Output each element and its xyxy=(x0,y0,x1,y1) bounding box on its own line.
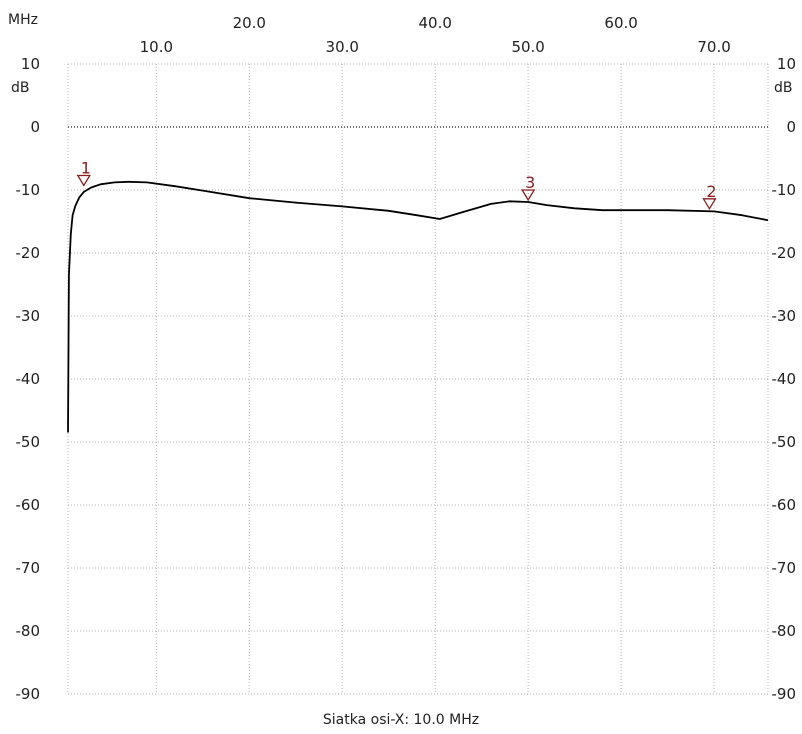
y-tick-label-right: 0 xyxy=(786,118,796,136)
x-unit-label: MHz xyxy=(8,12,38,28)
marker-3-label: 3 xyxy=(525,173,535,192)
y-tick-label-left: 10 xyxy=(21,55,40,73)
markers: 1 3 2 xyxy=(76,158,717,211)
x-tick-label-bottom-row: 10.0 xyxy=(140,38,173,56)
x-tick-label-top-row: 20.0 xyxy=(233,14,266,32)
y-tick-label-right: -20 xyxy=(772,244,797,262)
x-tick-label-bottom-row: 30.0 xyxy=(326,38,359,56)
y-tick-label-left: -40 xyxy=(16,370,41,388)
x-tick-label-bottom-row: 70.0 xyxy=(697,38,730,56)
x-tick-label-top-row: 60.0 xyxy=(604,14,637,32)
y-tick-label-right: -50 xyxy=(772,433,797,451)
y-tick-label-left: -10 xyxy=(16,181,41,199)
y-tick-label-right: -90 xyxy=(772,685,797,703)
y-unit-label-left: dB xyxy=(11,80,30,96)
y-tick-label-left: -30 xyxy=(16,307,41,325)
marker-1-label: 1 xyxy=(81,158,91,177)
y-tick-label-right: -80 xyxy=(772,622,797,640)
y-tick-label-right: -10 xyxy=(772,181,797,199)
y-tick-label-right: -70 xyxy=(772,559,797,577)
y-tick-label-right: -30 xyxy=(772,307,797,325)
y-tick-label-right: -40 xyxy=(772,370,797,388)
tick-labels: 10 10 0 0 -10 -10 -20 -20 -30 -30 -40 -40 -50 -50 -60 -… xyxy=(16,14,797,703)
marker-2-triangle xyxy=(702,198,717,211)
marker-3-triangle xyxy=(521,189,536,202)
y-tick-label-left: 0 xyxy=(30,118,40,136)
series-layer xyxy=(67,180,769,433)
y-tick-label-right: 10 xyxy=(777,55,796,73)
y-tick-label-left: -20 xyxy=(16,244,41,262)
x-tick-label-top-row: 40.0 xyxy=(418,14,451,32)
y-tick-label-left: -50 xyxy=(16,433,41,451)
y-tick-label-left: -80 xyxy=(16,622,41,640)
marker-2-label: 2 xyxy=(706,182,716,201)
y-unit-label-right: dB xyxy=(774,80,793,96)
y-tick-label-left: -90 xyxy=(16,685,41,703)
y-tick-label-right: -60 xyxy=(772,496,797,514)
x-grid-footer: Siatka osi-X: 10.0 MHz xyxy=(323,712,479,728)
marker-1-triangle xyxy=(76,174,91,187)
y-tick-label-left: -70 xyxy=(16,559,41,577)
y-tick-label-left: -60 xyxy=(16,496,41,514)
grid xyxy=(67,63,769,695)
x-tick-label-bottom-row: 50.0 xyxy=(511,38,544,56)
response-curve xyxy=(67,180,769,433)
